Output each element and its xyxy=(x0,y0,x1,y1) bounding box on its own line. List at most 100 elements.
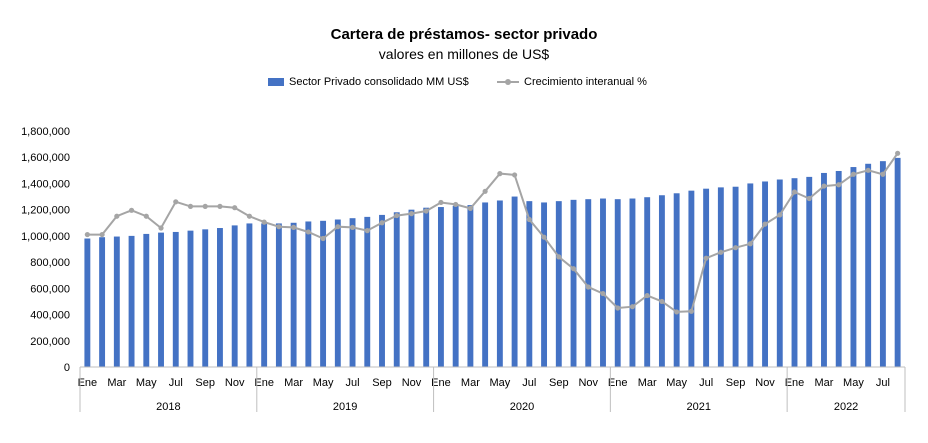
growth-point-2020-07 xyxy=(526,216,532,223)
growth-point-2018-10 xyxy=(217,203,223,209)
bar-2020-07 xyxy=(526,201,533,367)
year-label-2020: 2020 xyxy=(510,401,534,413)
growth-point-2018-08 xyxy=(187,203,194,209)
x-tick-label: Nov xyxy=(578,377,598,389)
bar-2020-02 xyxy=(452,205,459,367)
growth-point-2018-07 xyxy=(173,199,179,205)
growth-point-2018-09 xyxy=(202,203,208,209)
bar-2021-12 xyxy=(776,179,783,367)
bar-2021-08 xyxy=(717,187,724,367)
bar-2021-11 xyxy=(762,181,768,367)
bar-2020-04 xyxy=(482,202,489,367)
growth-point-2021-01 xyxy=(615,305,621,311)
y-tick-label: 400,000 xyxy=(30,310,70,322)
bar-2020-08 xyxy=(541,202,548,367)
growth-point-2020-06 xyxy=(511,172,518,178)
bar-2019-02 xyxy=(275,223,282,367)
bar-2019-10 xyxy=(393,212,400,367)
x-tick-label: Sep xyxy=(726,377,746,389)
legend-item-bars: Sector Privado consolidado MM US$ xyxy=(268,76,469,88)
bar-2019-03 xyxy=(290,222,297,367)
growth-point-2021-08 xyxy=(718,249,724,255)
x-tick-label: Jul xyxy=(876,377,890,389)
bar-2021-10 xyxy=(747,183,754,367)
growth-point-2022-03 xyxy=(821,183,827,189)
x-tick-label: Sep xyxy=(549,377,569,389)
year-label-2021: 2021 xyxy=(687,401,711,413)
y-tick-label: 1,800,000 xyxy=(21,126,70,138)
growth-point-2020-10 xyxy=(570,266,577,272)
y-tick-label: 600,000 xyxy=(30,283,70,295)
bar-2018-09 xyxy=(202,229,209,367)
x-tick-label: May xyxy=(666,377,687,389)
bar-2022-04 xyxy=(835,170,842,367)
bar-2021-05 xyxy=(673,193,680,367)
x-tick-label: Ene xyxy=(78,377,98,389)
growth-line xyxy=(87,152,899,313)
growth-point-2021-03 xyxy=(644,292,650,299)
bar-2022-06 xyxy=(865,163,872,367)
x-tick-label: May xyxy=(313,377,334,389)
bar-2022-03 xyxy=(821,172,827,367)
bar-2020-06 xyxy=(511,196,518,367)
growth-point-2019-10 xyxy=(394,212,400,219)
bar-2021-06 xyxy=(688,190,695,367)
growth-point-2018-03 xyxy=(114,213,120,219)
y-tick-label: 1,600,000 xyxy=(21,152,70,164)
growth-point-2022-06 xyxy=(865,167,871,173)
legend-label-bars: Sector Privado consolidado MM US$ xyxy=(289,76,469,88)
bar-2018-05 xyxy=(143,233,150,367)
bar-2019-11 xyxy=(408,209,415,367)
x-tick-label: May xyxy=(489,377,510,389)
bar-2018-08 xyxy=(187,230,194,367)
x-tick-label: Mar xyxy=(461,377,480,389)
legend-label-line: Crecimiento interanual % xyxy=(524,76,647,88)
bar-2018-04 xyxy=(128,235,135,367)
growth-point-2020-12 xyxy=(600,290,606,297)
x-tick-label: Mar xyxy=(638,377,657,389)
x-tick-label: Nov xyxy=(755,377,775,389)
y-tick-label: 1,200,000 xyxy=(21,205,70,217)
growth-point-2020-03 xyxy=(467,205,474,211)
growth-point-2021-04 xyxy=(659,298,665,305)
growth-point-2019-07 xyxy=(349,224,356,230)
bar-2020-11 xyxy=(585,199,592,367)
chart-subtitle: valores en millones de US$ xyxy=(378,46,550,62)
x-tick-label: Ene xyxy=(431,377,451,389)
growth-point-2020-05 xyxy=(497,171,503,177)
bar-2022-02 xyxy=(806,176,813,367)
growth-point-2022-08 xyxy=(895,150,901,156)
growth-point-2021-07 xyxy=(703,255,709,261)
x-tick-label: Jul xyxy=(346,377,360,389)
growth-point-2021-06 xyxy=(688,308,694,314)
bar-2022-07 xyxy=(879,161,886,367)
legend-line-swatch xyxy=(497,77,519,87)
year-label-2019: 2019 xyxy=(333,401,357,413)
growth-point-2022-01 xyxy=(791,189,798,195)
x-tick-label: Mar xyxy=(284,377,303,389)
bar-2018-01 xyxy=(84,238,91,367)
legend-item-line: Crecimiento interanual % xyxy=(497,76,647,88)
y-tick-label: 1,000,000 xyxy=(21,231,70,243)
bar-2021-09 xyxy=(732,186,739,367)
growth-point-2022-05 xyxy=(850,171,857,177)
year-label-2018: 2018 xyxy=(156,401,180,413)
x-tick-label: Nov xyxy=(225,377,245,389)
growth-point-2018-01 xyxy=(84,231,90,238)
x-tick-label: Ene xyxy=(608,377,628,389)
growth-point-2021-02 xyxy=(629,304,636,310)
bar-2018-07 xyxy=(172,231,179,367)
x-tick-label: Sep xyxy=(195,377,215,389)
x-tick-label: Jul xyxy=(699,377,713,389)
y-tick-label: 200,000 xyxy=(30,336,70,348)
bar-2021-02 xyxy=(629,198,636,367)
growth-point-2019-11 xyxy=(408,211,415,217)
x-tick-label: May xyxy=(136,377,157,389)
bar-2018-12 xyxy=(246,223,253,367)
growth-point-2019-06 xyxy=(335,224,341,230)
growth-point-2018-11 xyxy=(232,205,238,211)
bar-2019-04 xyxy=(305,221,312,367)
x-tick-label: Mar xyxy=(814,377,833,389)
x-tick-label: Ene xyxy=(254,377,274,389)
